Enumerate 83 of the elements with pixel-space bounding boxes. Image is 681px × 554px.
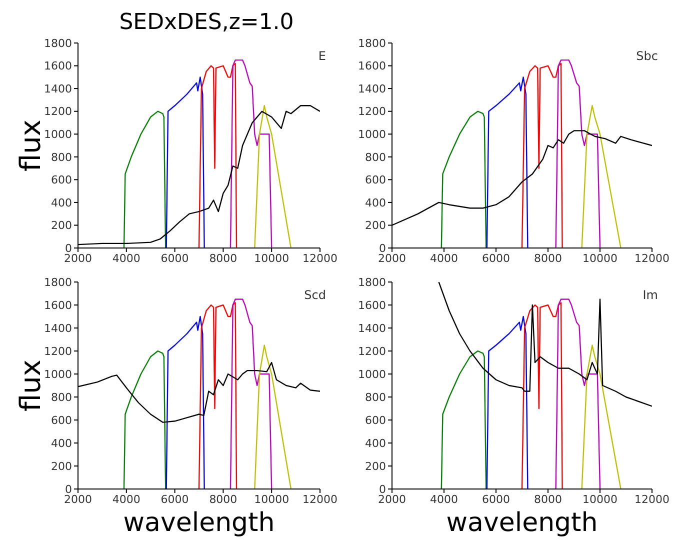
y-tick-label: 800 <box>51 150 72 164</box>
x-tick-label: 12000 <box>302 252 338 265</box>
y-tick-label: 1000 <box>358 368 386 381</box>
y-tick-label: 1600 <box>358 298 386 312</box>
y-tick-label: 600 <box>365 174 386 187</box>
x-tick-label: 10000 <box>582 252 618 265</box>
annotation: Sbc <box>636 49 658 63</box>
y-tick-label: 1800 <box>44 276 72 289</box>
x-tick-label: 4000 <box>430 492 458 506</box>
chart-title: SEDxDES,z=1.0 <box>118 10 295 35</box>
line-series <box>581 105 622 248</box>
annotation: Im <box>642 288 658 302</box>
y-tick-label: 1200 <box>358 344 386 358</box>
line-series <box>123 350 166 489</box>
line-series <box>254 105 292 248</box>
y-tick-label: 400 <box>365 196 386 210</box>
x-tick-label: 10000 <box>582 492 618 506</box>
y-tick-label: 1000 <box>44 128 72 142</box>
y-tick-label: 200 <box>365 460 386 473</box>
y-tick-label: 1600 <box>358 60 386 73</box>
y-tick-label: 600 <box>51 174 72 187</box>
y-tick-label: 1400 <box>358 322 386 335</box>
line-series <box>198 302 238 489</box>
x-axis-title: wavelength <box>123 508 275 538</box>
x-tick-label: 12000 <box>302 492 338 506</box>
x-tick-label: 6000 <box>482 252 510 265</box>
line-series <box>581 344 622 489</box>
line-series <box>166 76 205 248</box>
x-tick-label: 6000 <box>160 252 189 265</box>
x-tick-label: 8000 <box>534 492 562 506</box>
y-tick-label: 1000 <box>44 368 72 381</box>
line-series <box>486 316 528 489</box>
line-series <box>521 62 563 248</box>
y-tick-label: 1400 <box>44 82 72 96</box>
line-series <box>230 298 272 489</box>
y-tick-label: 200 <box>51 219 72 232</box>
line-series <box>166 316 205 489</box>
y-tick-label: 600 <box>365 414 386 427</box>
y-tick-label: 400 <box>51 196 72 210</box>
y-tick-label: 600 <box>51 414 72 427</box>
line-series <box>555 298 601 489</box>
line-series <box>198 62 238 248</box>
x-tick-label: 10000 <box>254 492 290 506</box>
y-tick-label: 1200 <box>44 344 72 358</box>
y-tick-label: 400 <box>365 436 386 450</box>
x-tick-label: 8000 <box>534 252 562 265</box>
line-series <box>555 59 601 248</box>
x-tick-label: 10000 <box>254 252 290 265</box>
y-tick-label: 800 <box>365 390 386 404</box>
y-tick-label: 1600 <box>44 298 72 312</box>
y-tick-label: 800 <box>51 390 72 404</box>
y-tick-label: 1400 <box>358 82 386 96</box>
x-tick-label: 4000 <box>430 252 458 265</box>
x-tick-label: 4000 <box>112 252 140 265</box>
line-series <box>521 302 563 489</box>
x-tick-label: 8000 <box>209 252 238 265</box>
x-axis-title: wavelength <box>446 508 598 538</box>
y-tick-label: 1000 <box>358 128 386 142</box>
y-tick-label: 200 <box>51 460 72 473</box>
x-tick-label: 8000 <box>209 492 238 506</box>
y-tick-label: 800 <box>365 150 386 164</box>
y-tick-label: 1800 <box>44 36 72 50</box>
y-tick-label: 1200 <box>358 105 386 118</box>
line-series <box>230 59 272 248</box>
annotation: Scd <box>304 288 326 302</box>
line-series <box>486 76 528 248</box>
line-series <box>254 344 292 489</box>
y-tick-label: 400 <box>51 436 72 450</box>
x-tick-label: 12000 <box>634 492 670 506</box>
x-tick-label: 12000 <box>634 252 670 265</box>
x-tick-label: 6000 <box>482 492 510 506</box>
y-tick-label: 200 <box>365 219 386 232</box>
y-tick-label: 1800 <box>358 36 386 50</box>
line-series <box>440 110 487 248</box>
line-series <box>123 110 166 248</box>
y-tick-label: 1400 <box>44 322 72 335</box>
x-tick-label: 4000 <box>112 492 140 506</box>
line-series <box>440 350 487 489</box>
y-tick-label: 1200 <box>44 105 72 118</box>
annotation: E <box>318 49 326 63</box>
x-tick-label: 6000 <box>160 492 189 506</box>
y-tick-label: 1600 <box>44 60 72 73</box>
y-tick-label: 1800 <box>358 276 386 289</box>
